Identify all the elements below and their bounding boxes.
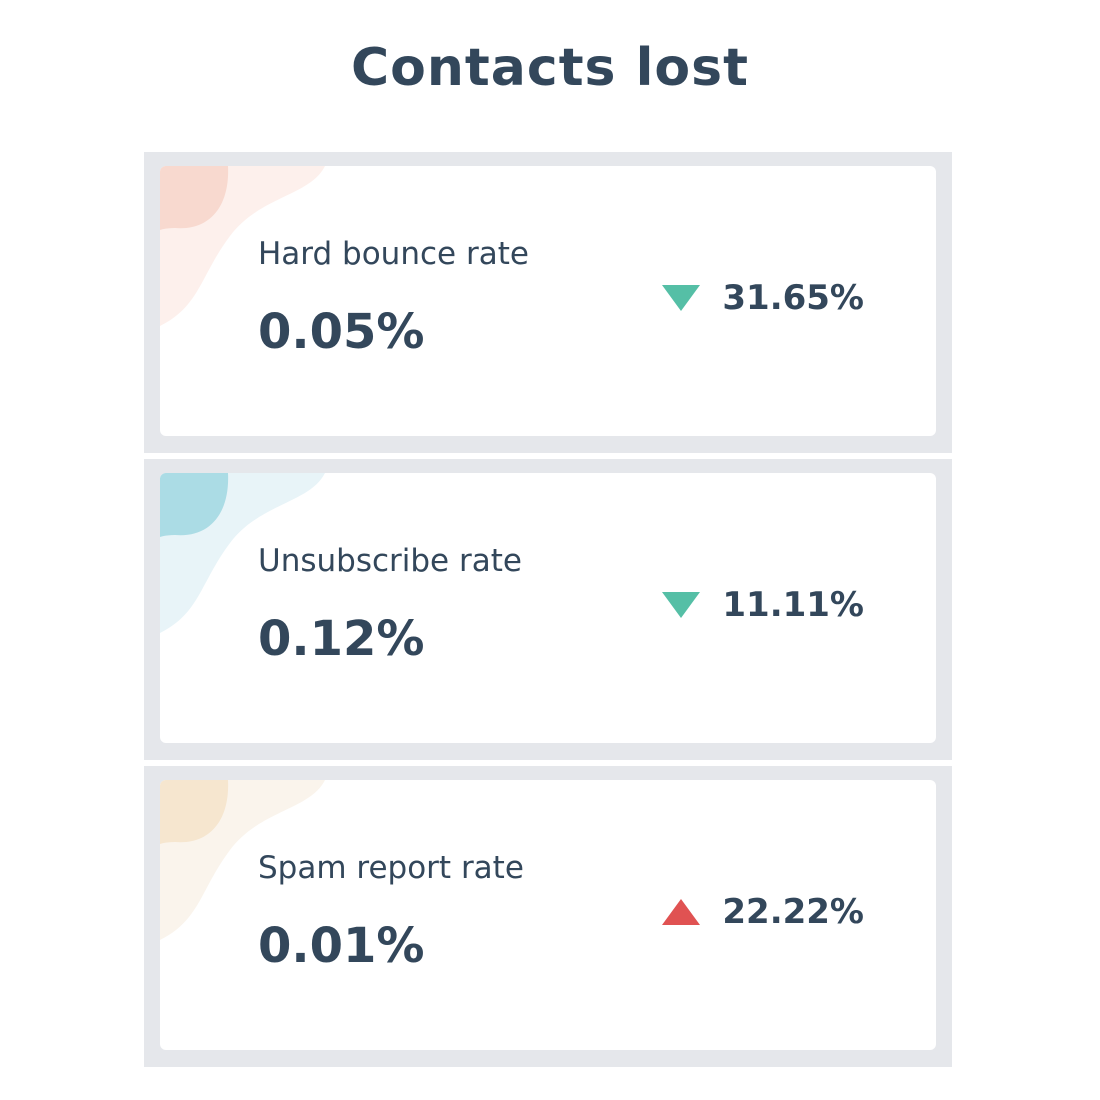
metric-label: Unsubscribe rate bbox=[258, 543, 522, 579]
metric-panel-unsubscribe: Unsubscribe rate 0.12% 11.11% bbox=[144, 459, 952, 760]
page-title: Contacts lost bbox=[351, 38, 749, 98]
metric-label: Hard bounce rate bbox=[258, 236, 529, 272]
trend-down-icon bbox=[662, 285, 701, 311]
metric-card: Hard bounce rate 0.05% 31.65% bbox=[160, 166, 936, 436]
metric-panel-hard-bounce: Hard bounce rate 0.05% 31.65% bbox=[144, 152, 952, 453]
metric-change: 22.22% bbox=[662, 892, 864, 932]
decorative-blob-icon bbox=[160, 780, 325, 940]
metric-value: 0.01% bbox=[258, 918, 425, 974]
metric-card: Unsubscribe rate 0.12% 11.11% bbox=[160, 473, 936, 743]
metric-value: 0.05% bbox=[258, 304, 425, 360]
change-value: 11.11% bbox=[722, 585, 864, 625]
trend-up-icon bbox=[662, 899, 701, 925]
metric-change: 11.11% bbox=[662, 585, 864, 625]
metric-card: Spam report rate 0.01% 22.22% bbox=[160, 780, 936, 1050]
metric-value: 0.12% bbox=[258, 611, 425, 667]
decorative-blob-icon bbox=[160, 473, 325, 633]
metric-change: 31.65% bbox=[662, 278, 864, 318]
change-value: 22.22% bbox=[722, 892, 864, 932]
trend-down-icon bbox=[662, 592, 701, 618]
change-value: 31.65% bbox=[722, 278, 864, 318]
decorative-blob-icon bbox=[160, 166, 325, 326]
metric-label: Spam report rate bbox=[258, 850, 524, 886]
metric-panel-spam-report: Spam report rate 0.01% 22.22% bbox=[144, 766, 952, 1067]
